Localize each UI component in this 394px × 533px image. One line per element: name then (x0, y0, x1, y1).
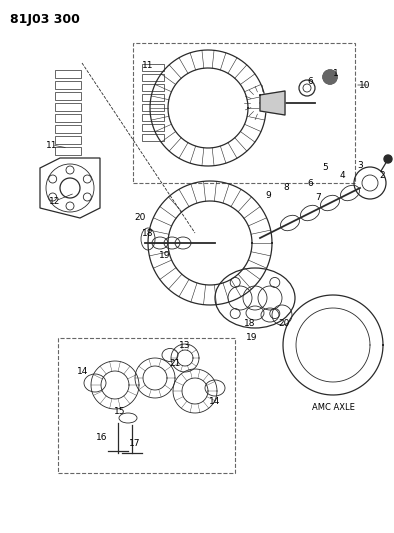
Bar (55, 136, 81, 144)
Bar (58, 338, 235, 473)
Circle shape (384, 155, 392, 163)
Text: 14: 14 (209, 397, 221, 406)
Text: 21: 21 (169, 359, 181, 367)
Text: 18: 18 (244, 319, 256, 327)
Bar (142, 104, 164, 111)
Polygon shape (260, 91, 285, 115)
Text: 4: 4 (339, 171, 345, 180)
Text: AMC AXLE: AMC AXLE (312, 403, 355, 412)
Text: 81J03 300: 81J03 300 (10, 13, 80, 26)
Text: 18: 18 (142, 229, 154, 238)
Bar (142, 74, 164, 81)
Text: 17: 17 (129, 439, 141, 448)
Bar (55, 92, 81, 100)
Text: 20: 20 (278, 319, 290, 327)
Circle shape (323, 70, 337, 84)
Bar (142, 84, 164, 91)
Bar (55, 70, 81, 78)
Bar (142, 94, 164, 101)
Bar (142, 114, 164, 121)
Text: 20: 20 (134, 213, 146, 222)
Text: 2: 2 (379, 171, 385, 180)
Bar (55, 114, 81, 122)
Text: 11: 11 (46, 141, 58, 149)
Text: 1: 1 (333, 69, 339, 77)
Text: 11: 11 (142, 61, 154, 69)
Text: 3: 3 (357, 160, 363, 169)
Text: 7: 7 (315, 193, 321, 203)
Text: 8: 8 (283, 183, 289, 192)
Text: 5: 5 (322, 164, 328, 173)
Text: 15: 15 (114, 407, 126, 416)
Text: 16: 16 (96, 433, 108, 442)
Text: 6: 6 (307, 77, 313, 86)
Text: 12: 12 (49, 197, 61, 206)
Bar (55, 125, 81, 133)
Text: 9: 9 (265, 190, 271, 199)
Text: 13: 13 (179, 341, 191, 350)
Text: 10: 10 (359, 80, 371, 90)
Text: 19: 19 (246, 334, 258, 343)
Bar (55, 81, 81, 89)
Bar (142, 134, 164, 141)
Bar (55, 147, 81, 155)
Bar (142, 64, 164, 71)
Bar (133, 43, 355, 183)
Bar (142, 124, 164, 131)
Bar (55, 103, 81, 111)
Text: 6: 6 (307, 179, 313, 188)
Text: 14: 14 (77, 367, 89, 376)
Text: 19: 19 (159, 251, 171, 260)
